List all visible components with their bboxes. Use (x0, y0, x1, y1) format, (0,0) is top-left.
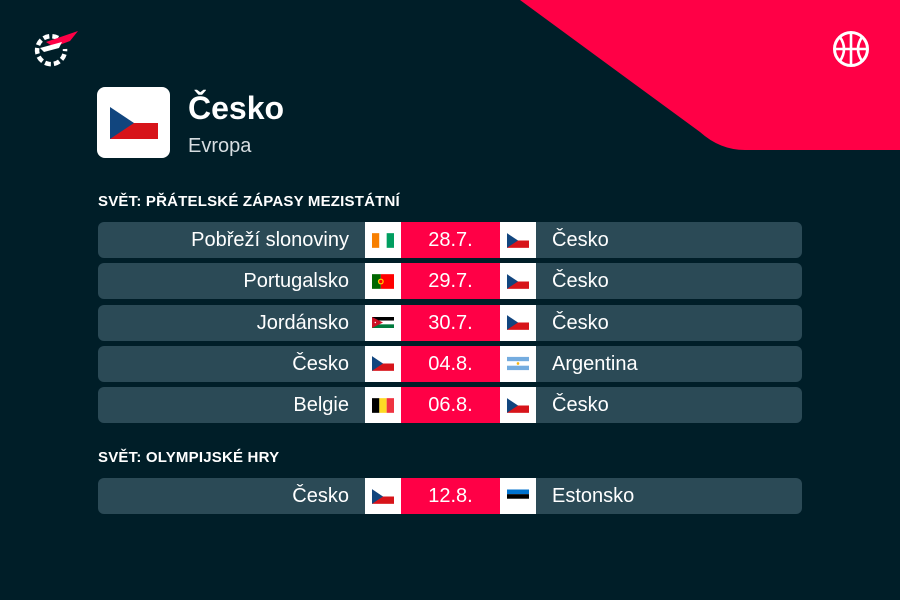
home-team-name: Pobřeží slonoviny (191, 229, 349, 251)
czech-flag-icon (500, 387, 536, 424)
home-team-name: Jordánsko (256, 311, 349, 334)
belgium-flag-icon (365, 387, 401, 424)
estonia-flag-icon (500, 478, 536, 514)
team-name[interactable]: Česko (188, 90, 285, 126)
ivory-coast-flag-icon (365, 222, 401, 258)
match-row[interactable]: Pobřeží slonoviny 28.7. Česko (98, 222, 802, 258)
section-title-olympics: SVĚT: OLYMPIJSKÉ HRY (98, 449, 280, 466)
match-date: 04.8. (401, 345, 500, 382)
match-list-friendlies: Pobřeží slonoviny 28.7. Česko Portugalsk… (98, 222, 802, 424)
match-date: 06.8. (401, 387, 500, 424)
match-date: 12.8. (401, 478, 500, 514)
czech-flag-icon (500, 263, 536, 300)
match-row[interactable]: Česko 12.8. Estonsko (98, 478, 802, 514)
czech-flag-icon (500, 304, 536, 341)
czech-flag-icon (365, 345, 401, 382)
team-flag (97, 87, 170, 158)
czech-flag-icon (365, 478, 401, 514)
portugal-flag-icon (365, 263, 401, 300)
argentina-flag-icon (500, 345, 536, 382)
match-row[interactable]: Belgie 06.8. Česko (98, 387, 802, 424)
team-region: Evropa (188, 135, 252, 157)
match-date: 28.7. (401, 222, 500, 258)
jordan-flag-icon (365, 304, 401, 341)
home-team-name: Česko (292, 485, 349, 507)
match-date: 29.7. (401, 263, 500, 300)
away-team-name: Argentina (552, 352, 638, 375)
flashscore-logo-icon (34, 31, 78, 67)
away-team-name: Estonsko (552, 485, 635, 507)
home-team-name: Portugalsko (243, 270, 349, 293)
away-team-name: Česko (552, 229, 609, 251)
away-team-name: Česko (552, 394, 609, 417)
match-list-olympics: Česko 12.8. Estonsko (98, 478, 802, 514)
match-row[interactable]: Česko 04.8. Argentina (98, 345, 802, 382)
match-date: 30.7. (401, 304, 500, 341)
home-team-name: Česko (292, 352, 349, 375)
away-team-name: Česko (552, 270, 609, 293)
basketball-icon[interactable] (832, 30, 870, 68)
home-team-name: Belgie (293, 394, 349, 417)
header-accent-shape (520, 0, 900, 150)
away-team-name: Česko (552, 311, 609, 334)
czech-flag-icon (500, 222, 536, 258)
czech-flag-icon (109, 106, 158, 139)
section-title-friendlies: SVĚT: PŘÁTELSKÉ ZÁPASY MEZISTÁTNÍ (98, 193, 400, 210)
match-row[interactable]: Jordánsko 30.7. Česko (98, 304, 802, 341)
match-row[interactable]: Portugalsko 29.7. Česko (98, 263, 802, 300)
